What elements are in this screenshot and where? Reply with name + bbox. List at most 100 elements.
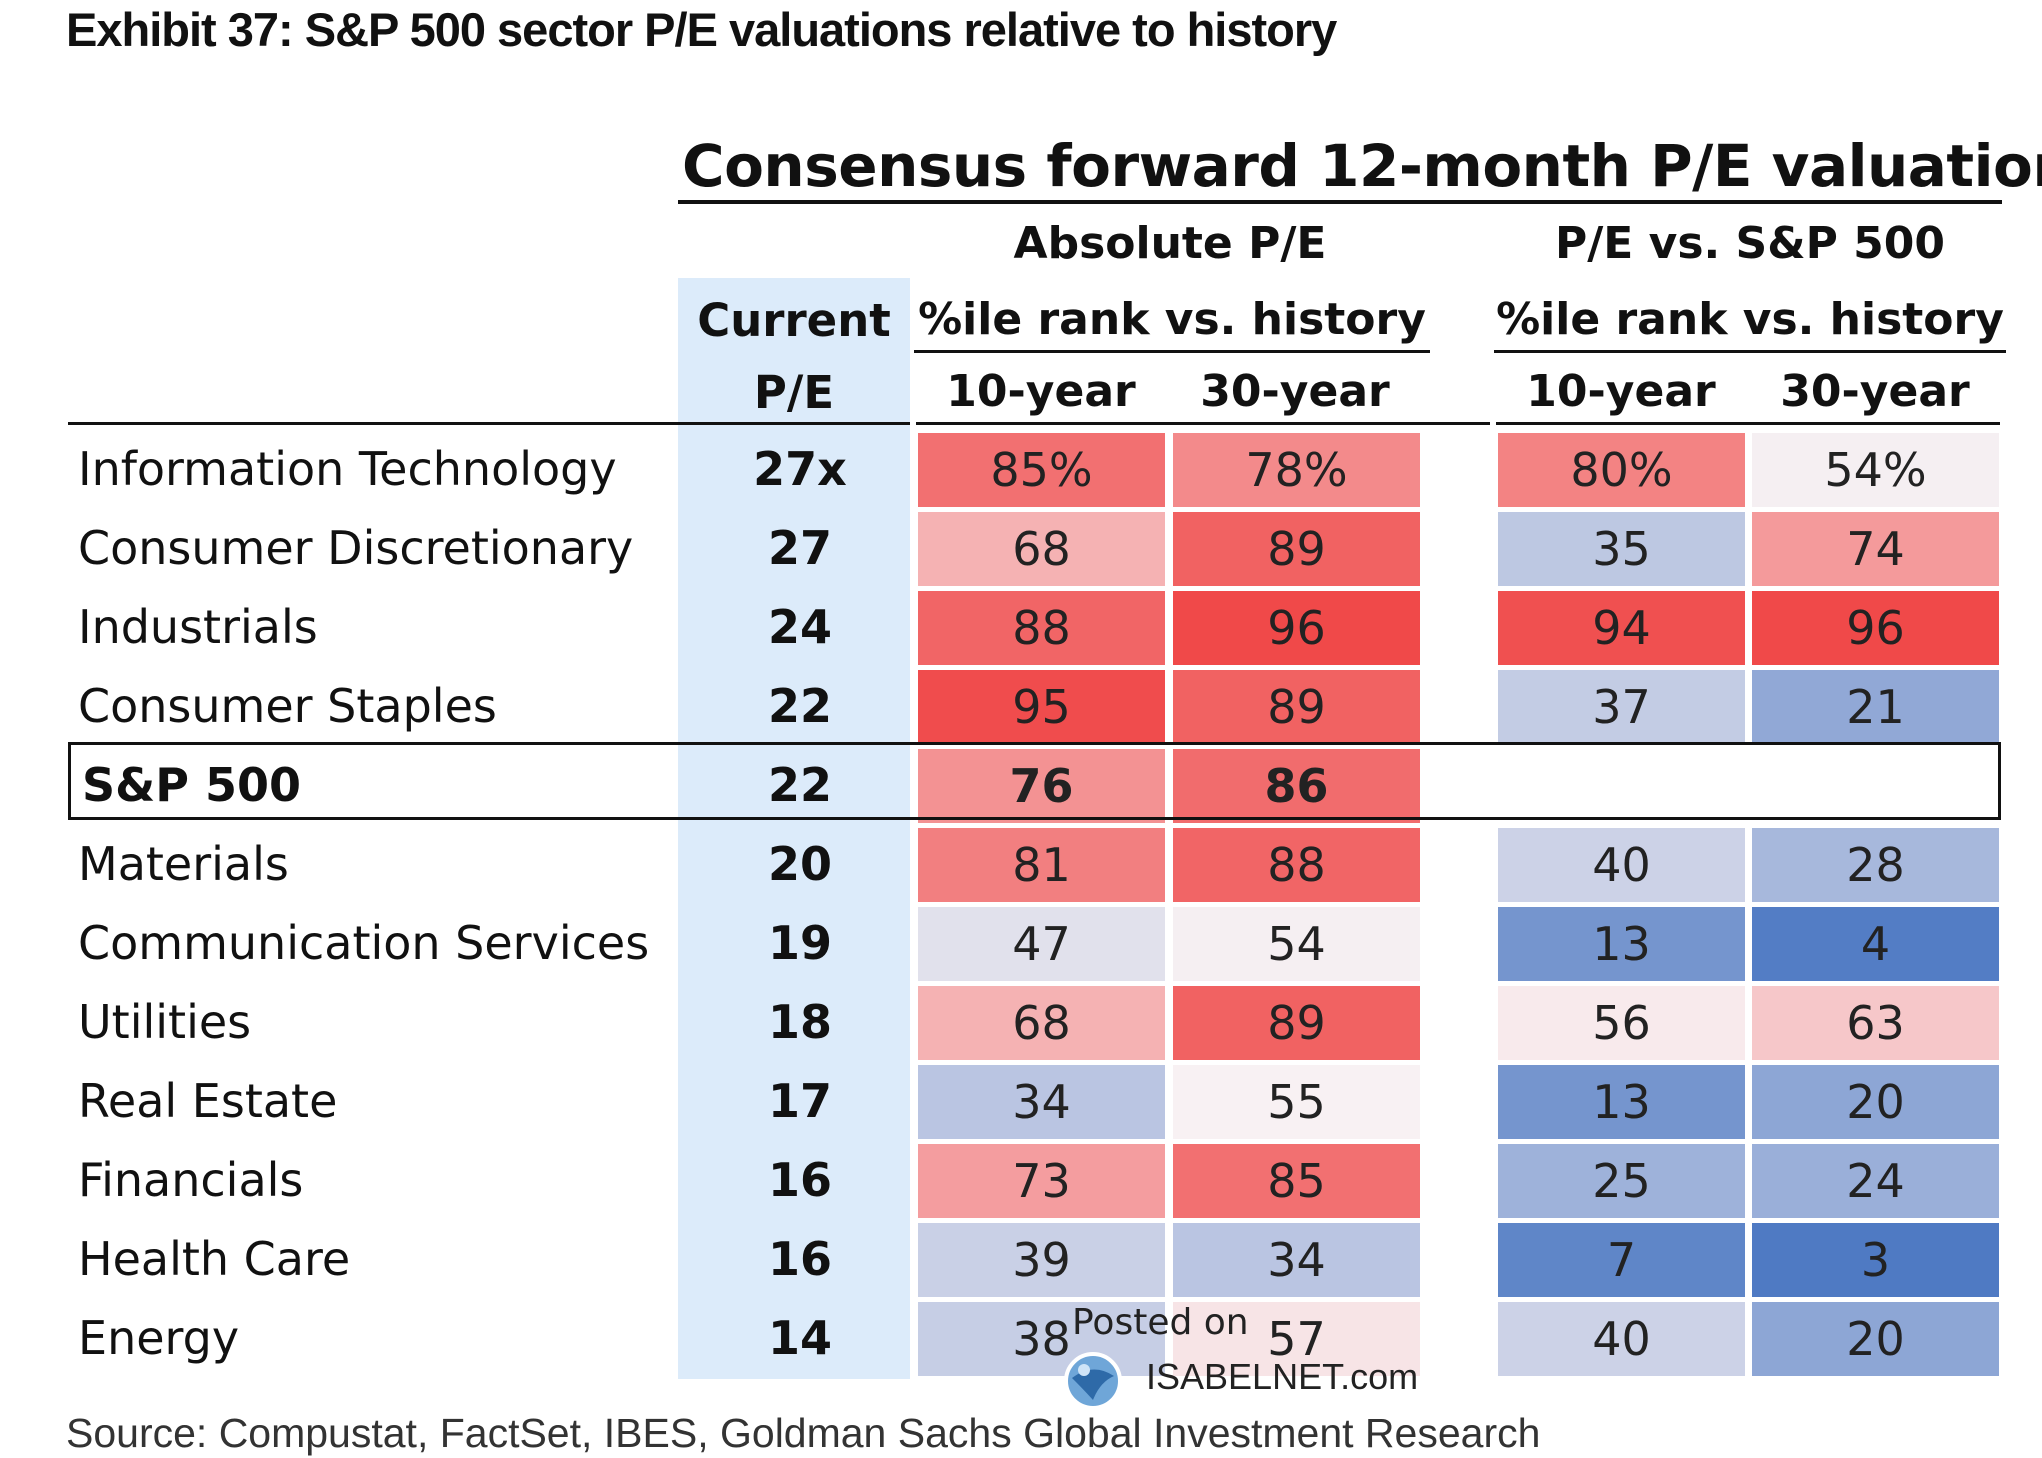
cell-rel10: 40 — [1498, 828, 1745, 902]
col-header-rel-10yr: 10-year — [1526, 366, 1716, 417]
subtitle-underline-relative — [1494, 350, 2006, 353]
cell-value: 40 — [1592, 838, 1651, 892]
cell-value: 25 — [1592, 1154, 1651, 1208]
row-label: Consumer Staples — [78, 679, 497, 733]
cell-value: 94 — [1592, 601, 1651, 655]
cell-value: 56 — [1592, 996, 1651, 1050]
cell-value: 73 — [1012, 1154, 1071, 1208]
cell-abs10: 38 — [918, 1302, 1165, 1376]
cell-abs30: 89 — [1173, 986, 1420, 1060]
header-bottom-line-abs — [916, 422, 1426, 425]
watermark-site: ISABELNET.com — [1146, 1356, 1419, 1397]
cell-abs10: 68 — [918, 986, 1165, 1060]
cell-value: 76 — [1009, 759, 1074, 813]
current-pe-value: 22 — [767, 758, 832, 812]
cell-abs30: 96 — [1173, 591, 1420, 665]
cell-abs30: 54 — [1173, 907, 1420, 981]
row-label: Materials — [78, 837, 289, 891]
cell-value: 63 — [1846, 996, 1905, 1050]
cell-value: 7 — [1606, 1233, 1637, 1287]
current-pe-value: 18 — [767, 995, 832, 1049]
cell-rel30: 63 — [1752, 986, 1999, 1060]
cell-value: 37 — [1592, 680, 1651, 734]
cell-value: 80% — [1570, 443, 1673, 497]
current-header-line2: P/E — [753, 366, 835, 419]
cell-value: 89 — [1267, 522, 1326, 576]
cell-value: 89 — [1267, 996, 1326, 1050]
current-pe-value: 14 — [767, 1311, 832, 1365]
cell-rel10: 56 — [1498, 986, 1745, 1060]
row-label: S&P 500 — [82, 758, 301, 812]
cell-rel30: 96 — [1752, 591, 1999, 665]
cell-value: 35 — [1592, 522, 1651, 576]
current-pe-column-background — [678, 278, 910, 1379]
cell-rel10: 40 — [1498, 1302, 1745, 1376]
cell-rel10: 13 — [1498, 907, 1745, 981]
cell-value: 74 — [1846, 522, 1905, 576]
cell-rel30: 24 — [1752, 1144, 1999, 1218]
cell-value: 24 — [1846, 1154, 1905, 1208]
cell-rel30: 3 — [1752, 1223, 1999, 1297]
source-note: Source: Compustat, FactSet, IBES, Goldma… — [66, 1410, 1541, 1456]
cell-value: 89 — [1267, 680, 1326, 734]
cell-abs30: 85 — [1173, 1144, 1420, 1218]
header-bottom-line-rel — [1496, 422, 2000, 425]
cell-value: 88 — [1012, 601, 1071, 655]
table-title: Consensus forward 12-month P/E valuation — [682, 132, 2042, 200]
subtitle-underline-absolute — [914, 350, 1430, 353]
cell-value: 4 — [1860, 917, 1891, 971]
cell-value: 96 — [1846, 601, 1905, 655]
cell-value: 34 — [1012, 1075, 1071, 1129]
cell-value: 95 — [1012, 680, 1071, 734]
row-label: Energy — [78, 1311, 240, 1365]
cell-value: 85 — [1267, 1154, 1326, 1208]
row-label: Communication Services — [78, 916, 650, 970]
cell-value: 88 — [1267, 838, 1326, 892]
cell-rel30: 74 — [1752, 512, 1999, 586]
cell-rel30: 20 — [1752, 1302, 1999, 1376]
row-label: Health Care — [78, 1232, 351, 1286]
sp500-row-highlight-box — [68, 742, 2001, 820]
col-header-abs-30yr: 30-year — [1200, 366, 1390, 417]
cell-value: 54 — [1267, 917, 1326, 971]
cell-value: 21 — [1846, 680, 1905, 734]
cell-value: 81 — [1012, 838, 1071, 892]
title-underline — [678, 200, 2002, 204]
cell-value: 20 — [1846, 1312, 1905, 1366]
cell-rel30: 21 — [1752, 670, 1999, 744]
cell-value: 13 — [1592, 917, 1651, 971]
row-label: Consumer Discretionary — [78, 521, 634, 575]
row-label: Financials — [78, 1153, 304, 1207]
group-title-relative: P/E vs. S&P 500 — [1554, 218, 1946, 269]
cell-rel30: 54% — [1752, 433, 1999, 507]
cell-abs10: 76 — [918, 749, 1165, 823]
cell-rel10: 80% — [1498, 433, 1745, 507]
cell-rel30: 20 — [1752, 1065, 1999, 1139]
cell-abs30: 86 — [1173, 749, 1420, 823]
cell-value: 57 — [1267, 1312, 1326, 1366]
exhibit-title: Exhibit 37: S&P 500 sector P/E valuation… — [66, 3, 1337, 56]
cell-rel10: 37 — [1498, 670, 1745, 744]
cell-abs10: 73 — [918, 1144, 1165, 1218]
cell-rel30: 4 — [1752, 907, 1999, 981]
cell-value: 68 — [1012, 996, 1071, 1050]
globe-icon — [1064, 1352, 1122, 1410]
watermark-posted-on: Posted on — [1072, 1302, 1249, 1343]
row-label: Real Estate — [78, 1074, 338, 1128]
cell-rel10: 7 — [1498, 1223, 1745, 1297]
current-pe-value: 22 — [767, 679, 832, 733]
cell-value: 3 — [1860, 1233, 1891, 1287]
cell-value: 68 — [1012, 522, 1071, 576]
cell-value: 78% — [1245, 443, 1348, 497]
row-label: Information Technology — [78, 442, 617, 496]
cell-value: 85% — [990, 443, 1093, 497]
cell-rel30: 28 — [1752, 828, 1999, 902]
header-bottom-line-gap — [1426, 422, 1490, 425]
current-pe-value: 20 — [767, 837, 832, 891]
group-subtitle-relative: %ile rank vs. history — [1496, 294, 2004, 345]
cell-value: 96 — [1267, 601, 1326, 655]
current-pe-value: 24 — [767, 600, 832, 654]
current-pe-value: 17 — [767, 1074, 832, 1128]
header-bottom-line-left — [68, 422, 910, 425]
cell-rel10: 94 — [1498, 591, 1745, 665]
